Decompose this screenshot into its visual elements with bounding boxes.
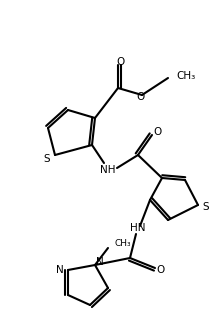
Text: CH₃: CH₃ [114,239,131,249]
Text: O: O [116,57,124,67]
Text: S: S [44,154,50,164]
Text: N: N [56,265,64,275]
Text: O: O [136,92,144,102]
Text: HN: HN [130,223,146,233]
Text: S: S [203,202,209,212]
Text: N: N [96,257,104,267]
Text: O: O [153,127,161,137]
Text: NH: NH [100,165,116,175]
Text: CH₃: CH₃ [176,71,195,81]
Text: O: O [156,265,164,275]
